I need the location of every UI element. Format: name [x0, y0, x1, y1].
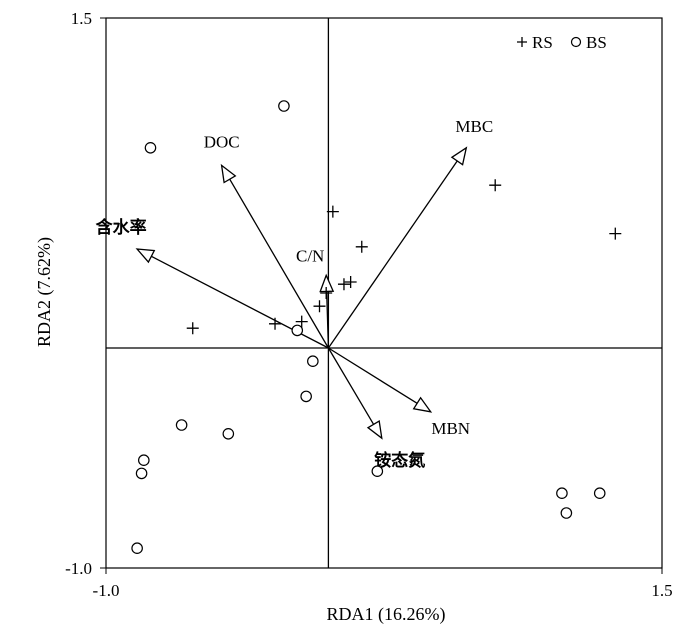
vector-label: 铵态氮	[374, 450, 425, 471]
legend-label: BS	[586, 33, 607, 52]
y-tick-label: -1.0	[65, 559, 92, 578]
x-axis: -1.0 1.5	[93, 568, 673, 600]
vector-label: C/N	[296, 246, 324, 265]
vector-label: MBN	[431, 419, 470, 438]
sample-points	[131, 100, 622, 554]
point-bs	[291, 324, 304, 337]
vector-arrowhead	[366, 420, 383, 440]
vector-line	[328, 347, 418, 404]
point-bs	[556, 487, 568, 499]
point-rs	[344, 276, 357, 288]
x-axis-label: RDA1 (16.26%)	[327, 604, 446, 625]
legend-marker-rs	[517, 37, 527, 47]
vector-line	[327, 347, 375, 425]
vector-arrowhead	[220, 163, 237, 184]
point-bs	[175, 419, 188, 431]
y-tick-label: 1.5	[71, 9, 92, 28]
point-bs	[144, 142, 157, 154]
y-axis-label: RDA2 (7.62%)	[34, 237, 55, 347]
vector-arrowhead	[412, 396, 433, 413]
plot-frame	[105, 17, 663, 569]
y-axis: 1.5 -1.0	[65, 9, 106, 578]
vector-label: 含水率	[96, 217, 147, 238]
point-bs	[135, 467, 148, 480]
legend: RS BS	[517, 33, 607, 52]
point-bs	[371, 465, 384, 477]
x-tick-label: 1.5	[651, 581, 672, 600]
vector-line	[229, 178, 329, 349]
point-rs	[489, 179, 502, 192]
point-rs	[295, 315, 308, 328]
point-rs	[609, 227, 622, 240]
vector-arrowhead	[450, 146, 468, 166]
point-bs	[222, 427, 235, 440]
point-rs	[337, 278, 350, 291]
vector-line	[326, 291, 330, 349]
point-bs	[593, 487, 606, 499]
point-rs	[355, 240, 368, 253]
point-bs	[138, 454, 150, 466]
vector-line	[327, 160, 458, 349]
point-rs	[320, 287, 333, 299]
point-bs	[300, 390, 312, 403]
point-rs	[313, 300, 326, 313]
x-tick-label: -1.0	[93, 581, 120, 600]
point-rs	[326, 205, 339, 218]
point-rs	[186, 322, 199, 335]
vector-arrowhead	[135, 248, 156, 264]
point-rs	[269, 317, 282, 330]
point-bs	[278, 100, 290, 112]
point-bs	[560, 507, 573, 519]
point-bs	[307, 355, 319, 367]
vector-label: DOC	[204, 132, 240, 151]
point-bs	[131, 542, 143, 554]
environment-vectors: DOC 含水率 C/N MBC MBN 铵态氮	[96, 117, 494, 471]
vector-label: MBC	[455, 117, 493, 136]
legend-label: RS	[532, 33, 553, 52]
legend-marker-bs	[570, 36, 582, 48]
